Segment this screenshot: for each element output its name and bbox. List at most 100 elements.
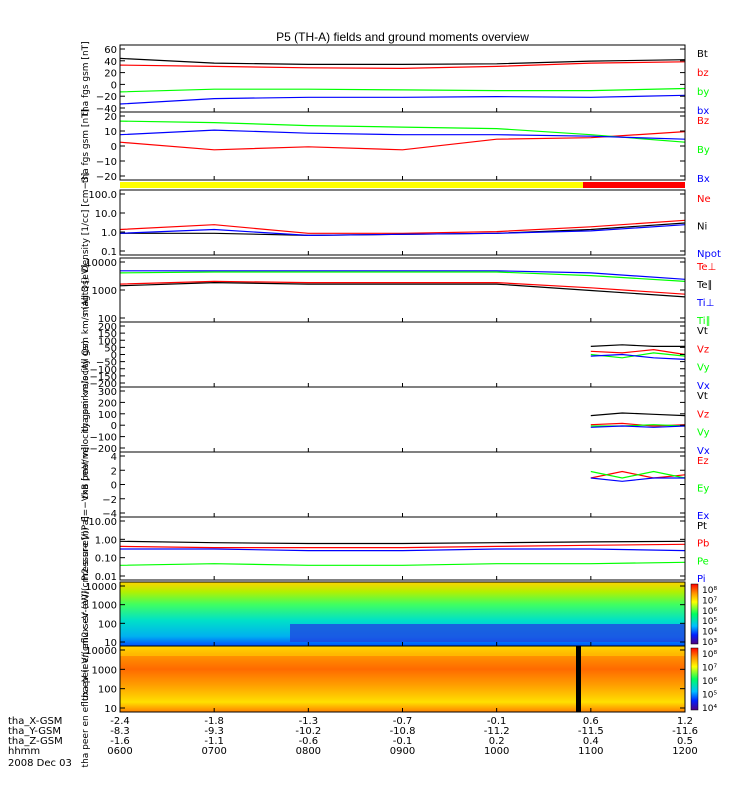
y-axis-label: tha peir velocity gsm km/s (All Qs) [81,277,91,432]
series-line-vy [590,424,686,427]
y-tick-label: 1000 [92,286,117,297]
legend-label: by [697,87,709,98]
colorbar-tick-label: 10⁷ [702,664,717,674]
y-tick-label: 0.1 [101,247,117,258]
footer-value: 0.2 [489,736,505,747]
legend-label: Vt [697,326,708,337]
footer-row-label: hhmm [8,746,40,757]
y-tick-label: −200 [90,379,117,390]
panel-frame [119,257,686,323]
colorbar [690,583,699,645]
y-tick-label: 10 [104,638,117,649]
footer-value: -1.1 [204,736,224,747]
y-tick-label: 100 [98,410,117,421]
y-tick-label: 40 [104,57,117,68]
series-line-pi [120,548,686,552]
series-line-vt [590,412,686,417]
legend-label: Ez [697,456,709,467]
y-tick-label: −4 [102,509,117,520]
mode-bar-segment-0 [120,182,583,188]
footer-value: 1000 [484,746,509,757]
series-line-by [119,87,686,93]
colorbar [690,647,699,711]
footer-value: -8.3 [110,726,130,737]
y-tick-label: 0 [111,481,117,492]
y-tick-label: 1.00 [95,535,117,546]
series-line-ne [119,219,686,234]
footer-value: -10.8 [390,726,416,737]
spectrogram [120,646,685,712]
spectrogram-top-band [120,646,685,656]
y-tick-label: 10000 [85,646,117,657]
legend-label: Npot [697,249,721,260]
footer-value: -9.3 [204,726,224,737]
y-tick-label: 150 [98,329,117,340]
series-line-pe [119,561,686,566]
footer-value: 0.4 [583,736,599,747]
footer-value: -11.5 [578,726,604,737]
y-tick-label: −20 [96,172,117,183]
y-tick-label: 100 [98,685,117,696]
legend-label: Bt [697,49,708,60]
legend-label: Pb [697,539,709,550]
footer-value: -2.4 [110,716,130,727]
y-tick-label: 0 [111,80,117,91]
y-tick-label: 0 [111,142,117,153]
y-tick-label: −100 [90,365,117,376]
y-tick-label: −40 [96,104,117,115]
footer-row-label: tha_Y-GSM [8,726,61,737]
y-tick-label: −200 [90,444,117,455]
series-line-pt [119,540,686,545]
y-tick-label: −2 [102,495,117,506]
legend-label: Pi [697,574,706,585]
y-tick-label: 100 [98,619,117,630]
legend-label: Pt [697,521,707,532]
y-axis-label: Pressure [nPa] [81,516,91,581]
legend-label: Bz [697,116,709,127]
legend-label: Ne [697,194,711,205]
spectrogram-low-band [290,624,685,642]
panel-frame [119,189,686,256]
y-tick-label: −100 [90,433,117,444]
footer-value: 1.2 [677,716,693,727]
colorbar-tick-label: 10⁸ [702,650,717,660]
series-line-vy [590,352,686,359]
footer-value: -0.6 [299,736,319,747]
footer-value: 0800 [296,746,321,757]
y-axis-label: Density [1/cc] [cm−3] [81,173,91,273]
y-axis-label: tha peir en eflux eV (eV/(cm2-s-sr-eV)) [81,527,91,701]
colorbar-tick-label: 10⁵ [702,617,717,627]
series-line-ex [590,477,685,482]
y-tick-label: 1000 [92,665,117,676]
series-line-bz [119,61,686,70]
legend-label: Vx [697,381,710,392]
legend-label: Vz [697,409,709,420]
legend-label: Vt [697,391,708,402]
y-tick-label: 0 [111,421,117,432]
legend-label: Vz [697,344,709,355]
legend-label: Vx [697,446,710,457]
footer-row-label: 2008 Dec 03 [8,758,72,769]
y-tick-label: 300 [98,387,117,398]
colorbar-tick-label: 10³ [702,638,717,648]
legend-label: By [697,145,710,156]
y-tick-label: 100 [98,314,117,325]
y-tick-label: 10 [104,127,117,138]
panel-2: Bz By Bx 20 10 0 −10 −20 tha fgs gsm [nT] [81,109,710,185]
colorbar-tick-label: 10⁴ [702,704,717,714]
footer-value: -11.6 [672,726,698,737]
y-tick-label: 10 [104,704,117,715]
colorbar-tick-label: 10⁸ [702,586,717,596]
panel-frame [119,44,686,113]
y-tick-label: −50 [96,358,117,369]
footer-value: 0.5 [677,736,693,747]
legend-label: Te∥ [696,280,713,291]
series-line-vz [590,348,686,356]
series-line-bx [119,129,686,140]
legend-label: Ni [697,222,707,233]
footer-value: -0.7 [393,716,413,727]
plot-title: P5 (TH-A) fields and ground moments over… [276,30,529,44]
